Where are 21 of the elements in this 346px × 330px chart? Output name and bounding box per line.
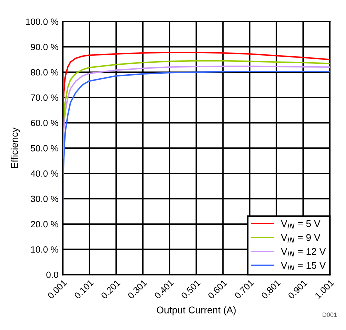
y-tick-label: 90.0 % bbox=[31, 44, 58, 50]
y-tick-label: 60.0 % bbox=[31, 120, 58, 126]
line-series bbox=[62, 60, 330, 150]
y-tick-label: 100.0 % bbox=[26, 18, 58, 26]
legend-label: V$_{IN}$ = 15 V bbox=[281, 262, 326, 271]
y-tick-label: 20.0 % bbox=[31, 221, 58, 228]
legend-label: V$_{IN}$ = 12 V bbox=[281, 248, 326, 257]
x-axis-title: Output Current (A) bbox=[157, 306, 236, 316]
y-tick-label: 0.0 bbox=[46, 272, 58, 278]
legend-label: V$_{IN}$ = 9 V bbox=[281, 234, 321, 243]
y-tick-label: 50.0 % bbox=[31, 145, 58, 152]
y-axis-title: Efficiency bbox=[11, 128, 20, 168]
y-tick-label: 80.0 % bbox=[31, 69, 58, 76]
y-tick-label: 70.0 % bbox=[31, 94, 58, 102]
line-series bbox=[62, 70, 330, 208]
line-series bbox=[62, 66, 330, 160]
y-tick-label: 30.0 % bbox=[31, 196, 58, 202]
y-tick-label: 10.0 % bbox=[31, 246, 58, 253]
line-series bbox=[62, 52, 330, 129]
legend-label: V$_{IN}$ = 5 V bbox=[281, 220, 321, 229]
y-tick-label: 40.0 % bbox=[30, 170, 58, 178]
